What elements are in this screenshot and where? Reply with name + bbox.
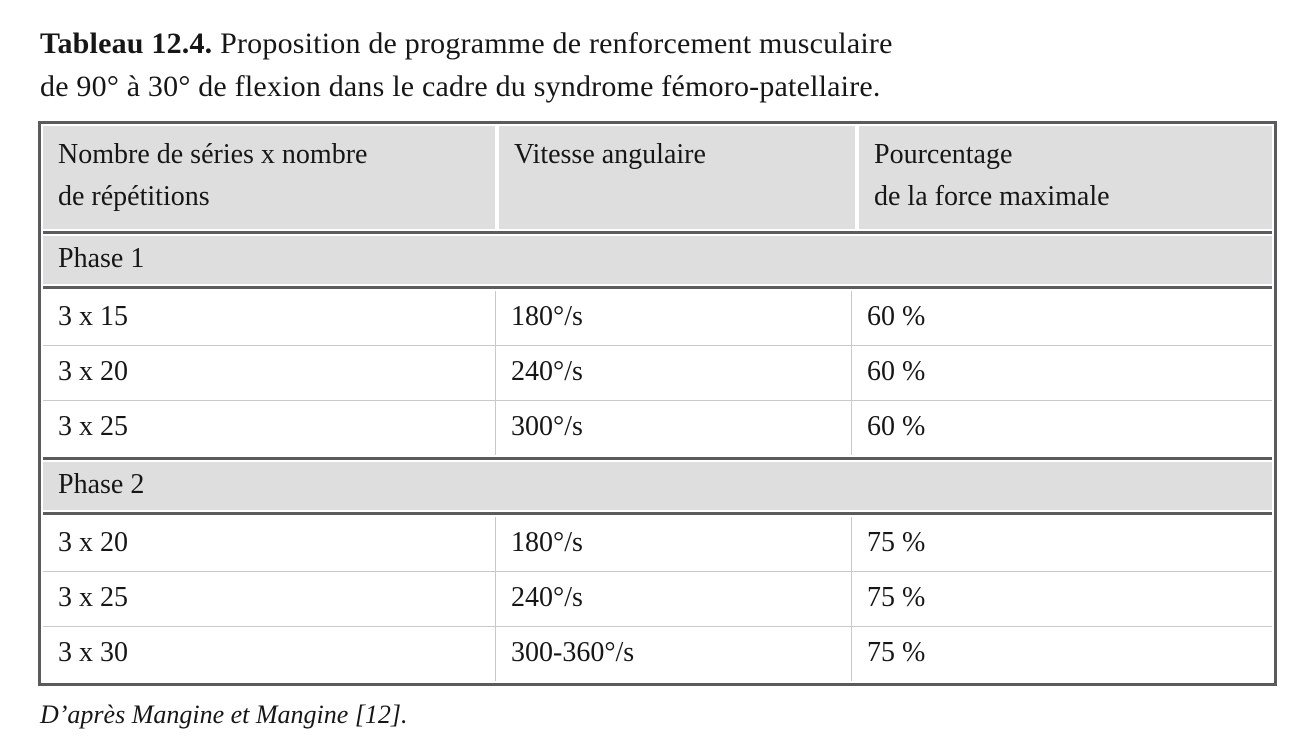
data-table: Nombre de séries x nombre de répétitions… — [38, 121, 1277, 686]
column-header-max-force-percentage: Pourcentage de la force maximale — [859, 126, 1272, 229]
column-header-series-repetitions: Nombre de séries x nombre de répétitions — [43, 126, 495, 229]
section-divider — [43, 231, 1272, 234]
cell-force-percentage: 75 % — [851, 517, 1272, 571]
cell-angular-velocity: 240°/s — [495, 346, 851, 400]
cell-angular-velocity: 300-360°/s — [495, 627, 851, 681]
cell-series-reps: 3 x 25 — [58, 411, 128, 442]
column-header-line: Vitesse angulaire — [514, 139, 706, 170]
cell-angular-velocity: 300°/s — [495, 401, 851, 455]
column-header-angular-velocity: Vitesse angulaire — [499, 126, 855, 229]
phase-1-rows: 3 x 15 180°/s 60 % 3 x 20 240°/s 60 % 3 … — [43, 291, 1272, 455]
cell-force-percentage: 75 % — [851, 572, 1272, 626]
source-citation: D’après Mangine et Mangine [12]. — [40, 700, 408, 729]
table-row: 3 x 20 240°/s 60 % — [43, 345, 1272, 400]
column-header-line: de la force maximale — [874, 181, 1110, 212]
table-caption-line1: Tableau 12.4. Proposition de programme d… — [40, 22, 1277, 65]
table-caption: Tableau 12.4. Proposition de programme d… — [40, 22, 1277, 108]
column-header-line: Pourcentage — [874, 139, 1013, 170]
cell-series-reps: 3 x 20 — [58, 356, 128, 387]
cell-force-percentage: 75 % — [851, 627, 1272, 681]
table-row: 3 x 30 300-360°/s 75 % — [43, 626, 1272, 681]
phase-2-section-row: Phase 2 — [43, 462, 1272, 510]
cell-series-reps: 3 x 15 — [58, 301, 128, 332]
section-divider — [43, 286, 1272, 289]
table-row: 3 x 25 240°/s 75 % — [43, 571, 1272, 626]
column-header-line: de répétitions — [58, 181, 210, 212]
cell-series-reps: 3 x 25 — [58, 582, 128, 613]
column-header-line: Nombre de séries x nombre — [58, 139, 368, 170]
table-row: 3 x 20 180°/s 75 % — [43, 517, 1272, 571]
cell-series-reps: 3 x 30 — [58, 637, 128, 668]
cell-force-percentage: 60 % — [851, 291, 1272, 345]
cell-angular-velocity: 240°/s — [495, 572, 851, 626]
table-caption-line2: de 90° à 30° de flexion dans le cadre du… — [40, 70, 881, 103]
cell-angular-velocity: 180°/s — [495, 517, 851, 571]
cell-force-percentage: 60 % — [851, 346, 1272, 400]
table-row: 3 x 25 300°/s 60 % — [43, 400, 1272, 455]
phase-2-rows: 3 x 20 180°/s 75 % 3 x 25 240°/s 75 % 3 … — [43, 517, 1272, 681]
section-divider — [43, 457, 1272, 460]
table-number: Tableau 12.4. — [40, 27, 213, 60]
table-header-row: Nombre de séries x nombre de répétitions… — [43, 126, 1272, 229]
section-divider — [43, 512, 1272, 515]
cell-series-reps: 3 x 20 — [58, 527, 128, 558]
cell-force-percentage: 60 % — [851, 401, 1272, 455]
cell-angular-velocity: 180°/s — [495, 291, 851, 345]
phase-1-section-row: Phase 1 — [43, 236, 1272, 284]
table-caption-text1: Proposition de programme de renforcement… — [220, 27, 893, 60]
table-row: 3 x 15 180°/s 60 % — [43, 291, 1272, 345]
